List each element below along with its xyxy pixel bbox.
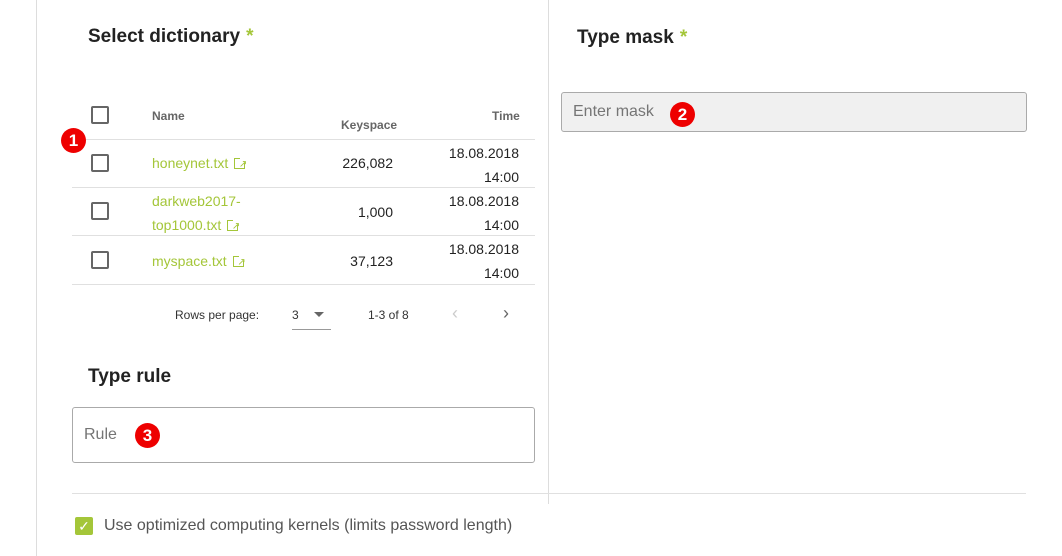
optimized-kernels-label[interactable]: Use optimized computing kernels (limits …	[104, 517, 513, 534]
type-mask-title: Type mask *	[577, 27, 687, 49]
optimized-kernels-checkbox[interactable]: ✓	[75, 517, 93, 535]
keyspace: 37,123	[350, 253, 393, 269]
column-keyspace[interactable]: Keyspace	[341, 118, 398, 132]
title-text: Select dictionary	[88, 26, 241, 47]
rows-per-page-select[interactable]: 3	[292, 300, 331, 330]
keyspace: 226,082	[342, 155, 393, 171]
time: 14:00	[483, 217, 519, 233]
dropdown-arrow-icon	[314, 312, 324, 317]
dictionary-link[interactable]: darkweb2017- top1000.txt	[152, 189, 241, 239]
title-text: Type mask	[577, 27, 674, 48]
row-checkbox[interactable]	[91, 154, 109, 172]
name-text: myspace.txt	[152, 253, 227, 269]
keyspace: 1,000	[357, 204, 393, 220]
next-page-button[interactable]: ›	[503, 303, 509, 323]
name-text: darkweb2017-	[152, 193, 241, 209]
required-mark: *	[679, 27, 688, 48]
type-rule-title: Type rule	[88, 366, 172, 387]
external-link-icon	[227, 215, 240, 239]
time: 14:00	[483, 169, 519, 185]
date: 18.08.2018	[448, 145, 519, 161]
time: 14:00	[483, 265, 519, 281]
row-checkbox[interactable]	[91, 202, 109, 220]
row-checkbox[interactable]	[91, 251, 109, 269]
prev-page-button[interactable]: ‹	[452, 303, 458, 323]
column-name[interactable]: Name	[152, 109, 185, 123]
dictionary-link[interactable]: honeynet.txt	[152, 151, 247, 177]
date: 18.08.2018	[448, 241, 519, 257]
dictionary-link[interactable]: myspace.txt	[152, 249, 246, 275]
rows-per-page-label: Rows per page:	[175, 308, 260, 322]
external-link-icon	[234, 153, 247, 177]
pagination-range: 1-3 of 8	[368, 308, 409, 322]
select-all-checkbox[interactable]	[91, 106, 109, 124]
badge-1: 1	[61, 128, 86, 153]
badge-3: 3	[135, 423, 160, 448]
date: 18.08.2018	[448, 193, 519, 209]
external-link-icon	[232, 251, 246, 275]
name-text: top1000.txt	[152, 217, 222, 233]
column-time[interactable]: Time	[492, 109, 520, 123]
rows-per-page-value: 3	[292, 308, 299, 322]
mask-input[interactable]	[561, 92, 1027, 132]
badge-2: 2	[670, 102, 695, 127]
check-icon: ✓	[78, 518, 90, 534]
name-text: honeynet.txt	[152, 155, 229, 171]
required-mark: *	[246, 26, 254, 47]
select-dictionary-title: Select dictionary *	[88, 26, 253, 48]
